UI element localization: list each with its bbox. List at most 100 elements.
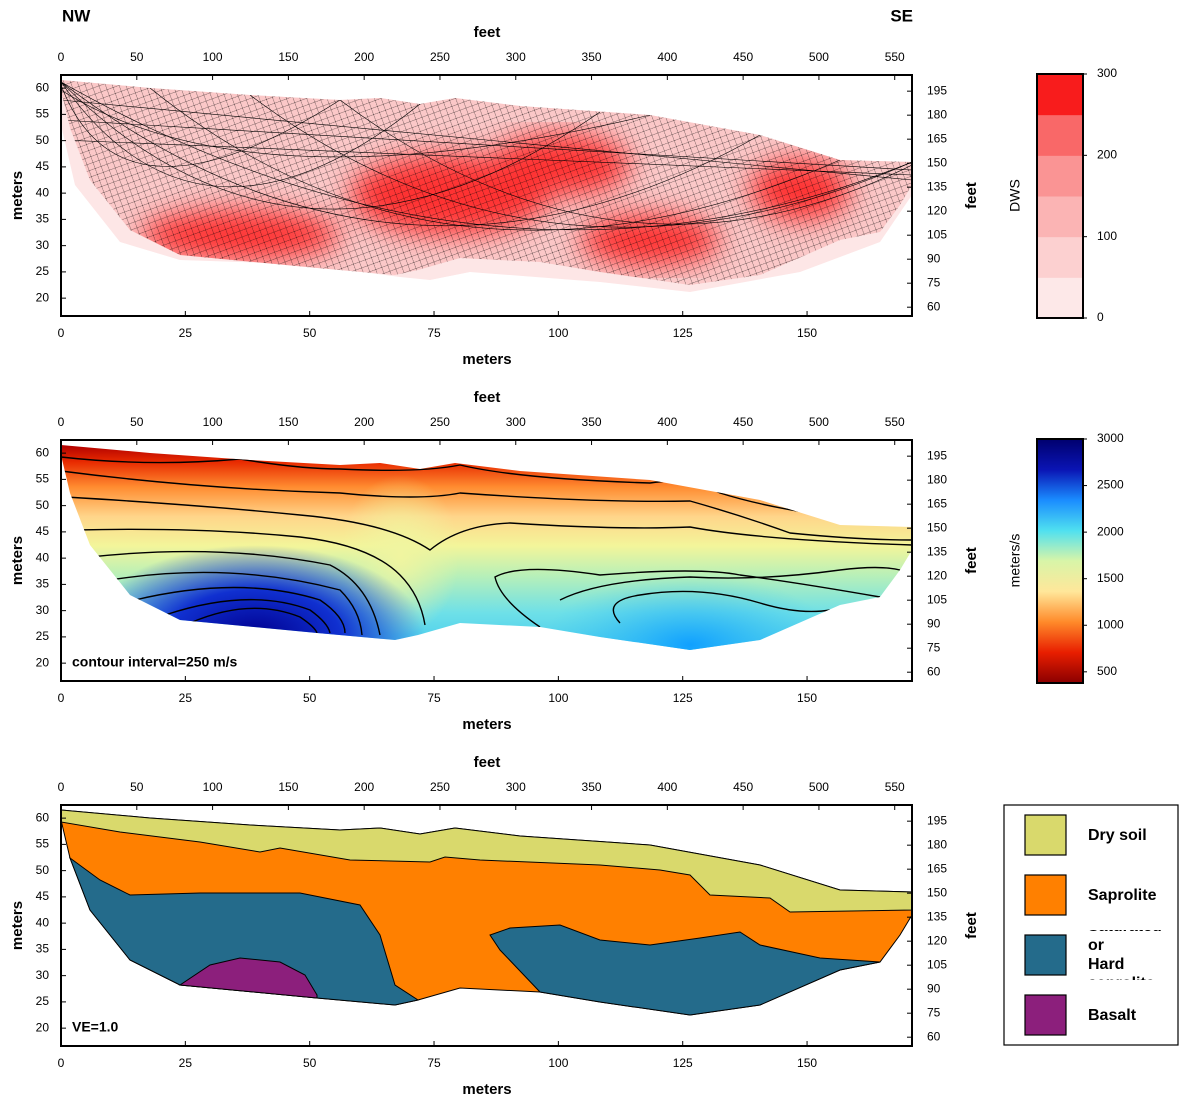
y2-tick-label: 135 <box>927 179 947 193</box>
y2-tick-label: 135 <box>927 909 947 923</box>
y-tick-label: 35 <box>36 577 50 591</box>
x-tick-label: 25 <box>179 1056 193 1070</box>
x2-tick-label: 150 <box>278 50 298 64</box>
x-tick-label: 0 <box>58 326 65 340</box>
x2-tick-label: 400 <box>657 415 677 429</box>
x2-tick-label: 0 <box>58 415 65 429</box>
x2-tick-label: 550 <box>885 780 905 794</box>
annotation: contour interval=250 m/s <box>72 654 238 670</box>
y-tick-label: 60 <box>36 810 50 824</box>
x2-tick-label: 0 <box>58 50 65 64</box>
y-tick-label: 60 <box>36 80 50 94</box>
y2-tick-label: 120 <box>927 568 947 582</box>
colorbar <box>1037 439 1083 683</box>
coverage <box>61 80 912 285</box>
y-tick-label: 60 <box>36 445 50 459</box>
y-tick-label: 35 <box>36 212 50 226</box>
y-tick-label: 55 <box>36 472 50 486</box>
y2-tick-label: 105 <box>927 227 947 241</box>
x2-tick-label: 50 <box>130 50 144 64</box>
y-tick-label: 50 <box>36 498 50 512</box>
colorbar-tick-label: 1000 <box>1097 617 1124 631</box>
legend-label-box: Saturated or Hard saprolite <box>1088 930 1162 980</box>
x2-tick-label: 300 <box>506 50 526 64</box>
annotation: VE=1.0 <box>72 1019 119 1035</box>
contours <box>61 456 912 636</box>
x-tick-label: 125 <box>673 326 693 340</box>
y-tick-label: 40 <box>36 550 50 564</box>
y-tick-label: 30 <box>36 238 50 252</box>
y-axis-label: meters <box>9 901 26 950</box>
y-axis-label: meters <box>9 536 26 585</box>
legend-label-box: Basalt <box>1088 1007 1136 1024</box>
colorbar-frame <box>1036 438 1084 684</box>
x-axis-label: meters <box>462 716 511 733</box>
saturated-unit <box>489 924 881 1016</box>
colorbar-label: DWS <box>1007 179 1023 212</box>
y2-tick-label: 105 <box>927 592 947 606</box>
y-tick-label: 25 <box>36 994 50 1008</box>
y2-tick-label: 90 <box>927 981 941 995</box>
x2-tick-label: 150 <box>278 780 298 794</box>
y-tick-label: 55 <box>36 107 50 121</box>
x2-tick-label: 200 <box>354 50 374 64</box>
y-tick-label: 30 <box>36 603 50 617</box>
y-axis-label: meters <box>9 171 26 220</box>
colorbar-tick-label: 2500 <box>1097 478 1124 492</box>
y2-tick-label: 195 <box>927 448 947 462</box>
x2-tick-label: 550 <box>885 50 905 64</box>
y2-tick-label: 180 <box>927 107 947 121</box>
y-tick-label: 45 <box>36 159 50 173</box>
x2-axis-label: feet <box>474 389 501 406</box>
y2-tick-label: 195 <box>927 813 947 827</box>
y2-tick-label: 165 <box>927 496 947 510</box>
y2-tick-label: 180 <box>927 837 947 851</box>
y-tick-label: 20 <box>36 290 50 304</box>
colorbar-step <box>1037 196 1083 238</box>
x2-tick-label: 300 <box>506 415 526 429</box>
basalt-unit <box>178 957 318 999</box>
x2-tick-label: 250 <box>430 50 450 64</box>
x2-tick-label: 100 <box>203 780 223 794</box>
legend-swatch <box>1024 874 1067 916</box>
x-tick-label: 125 <box>673 691 693 705</box>
x-tick-label: 125 <box>673 1056 693 1070</box>
geology-panel <box>60 809 913 1016</box>
legend-label-box: Saprolite <box>1088 886 1157 904</box>
x-tick-label: 25 <box>179 326 193 340</box>
x-tick-label: 50 <box>303 691 317 705</box>
colorbar-step <box>1037 277 1083 319</box>
y2-tick-label: 195 <box>927 83 947 97</box>
colorbar-tick-label: 500 <box>1097 664 1117 678</box>
raypath-panel <box>61 80 912 292</box>
y2-tick-label: 90 <box>927 616 941 630</box>
colorbar-tick-label: 100 <box>1097 229 1117 243</box>
x2-tick-label: 500 <box>809 415 829 429</box>
x2-tick-label: 200 <box>354 415 374 429</box>
x-tick-label: 75 <box>427 1056 441 1070</box>
x2-tick-label: 350 <box>582 50 602 64</box>
legend-label: Saprolite <box>1088 886 1157 904</box>
x2-axis-label: feet <box>474 754 501 771</box>
y-tick-label: 45 <box>36 889 50 903</box>
x2-tick-label: 500 <box>809 780 829 794</box>
tomogram-panel <box>61 445 912 650</box>
y2-tick-label: 60 <box>927 664 941 678</box>
y2-tick-label: 90 <box>927 251 941 265</box>
legend-swatch <box>1024 814 1067 856</box>
y2-tick-label: 150 <box>927 520 947 534</box>
y-tick-label: 20 <box>36 655 50 669</box>
y2-tick-label: 75 <box>927 640 941 654</box>
x2-tick-label: 500 <box>809 50 829 64</box>
x2-tick-label: 550 <box>885 415 905 429</box>
colorbar-step <box>1037 74 1083 116</box>
y-tick-label: 40 <box>36 915 50 929</box>
x-tick-label: 50 <box>303 326 317 340</box>
x-tick-label: 150 <box>797 326 817 340</box>
y2-tick-label: 60 <box>927 1029 941 1043</box>
y2-tick-label: 105 <box>927 957 947 971</box>
colorbar-step <box>1037 236 1083 278</box>
legend-label: Dry soil <box>1088 826 1147 844</box>
colorbar-frame <box>1036 73 1084 319</box>
